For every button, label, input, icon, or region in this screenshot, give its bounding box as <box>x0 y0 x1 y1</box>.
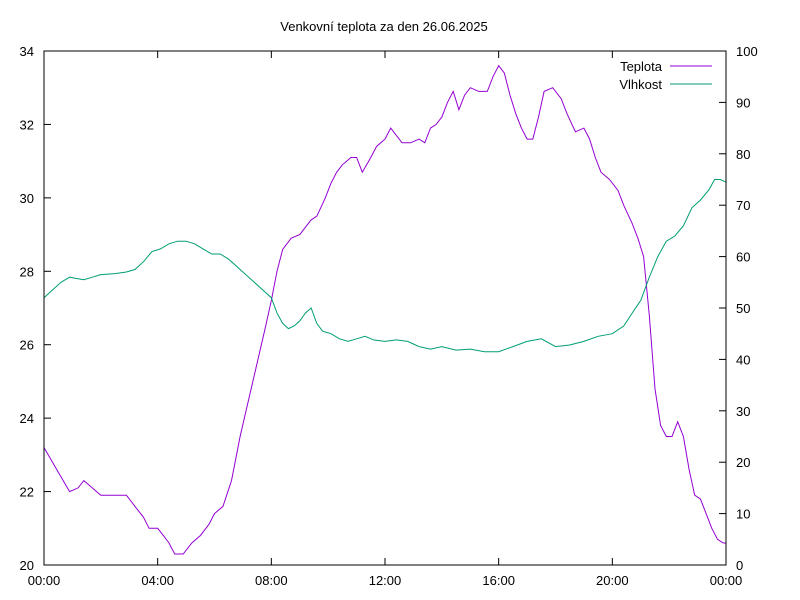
x-tick-label: 04:00 <box>141 573 174 588</box>
y-tick-label: 22 <box>20 485 34 500</box>
series-line-teplota <box>43 64 726 555</box>
y-tick-label: 20 <box>20 558 34 573</box>
y-tick-label: 26 <box>20 338 34 353</box>
y2-tick-label: 70 <box>736 198 750 213</box>
y-axis-right: 0 10 20 30 40 50 60 70 80 90 100 <box>719 44 758 573</box>
x-tick-label: 12:00 <box>369 573 402 588</box>
legend-label-vlhkost: Vlhkost <box>619 77 662 92</box>
y2-tick-label: 90 <box>736 95 750 110</box>
y-tick-label: 34 <box>20 44 34 59</box>
x-tick-label: 00:00 <box>28 573 61 588</box>
x-axis: 00:00 04:00 08:00 12:00 16:00 20:00 00:00 <box>28 51 743 588</box>
x-tick-label: 00:00 <box>710 573 743 588</box>
y-tick-label: 30 <box>20 191 34 206</box>
y2-tick-label: 60 <box>736 250 750 265</box>
y2-tick-label: 100 <box>736 44 758 59</box>
y-tick-label: 28 <box>20 264 34 279</box>
legend: Teplota Vlhkost <box>619 59 712 92</box>
y2-tick-label: 80 <box>736 147 750 162</box>
y2-tick-label: 20 <box>736 455 750 470</box>
y-tick-label: 24 <box>20 411 34 426</box>
x-tick-label: 08:00 <box>255 573 288 588</box>
y-axis-left: 20 22 24 26 28 30 32 34 <box>20 44 51 573</box>
y2-tick-label: 30 <box>736 404 750 419</box>
y2-tick-label: 50 <box>736 301 750 316</box>
y2-tick-label: 10 <box>736 507 750 522</box>
plot-area <box>43 64 727 555</box>
series-line-vlhkost <box>43 179 727 353</box>
legend-label-teplota: Teplota <box>620 59 663 74</box>
y2-tick-label: 0 <box>736 558 743 573</box>
x-tick-label: 20:00 <box>596 573 629 588</box>
chart-title: Venkovní teplota za den 26.06.2025 <box>280 19 487 34</box>
y2-tick-label: 40 <box>736 352 750 367</box>
x-tick-label: 16:00 <box>482 573 515 588</box>
plot-border <box>43 50 727 566</box>
y-tick-label: 32 <box>20 117 34 132</box>
